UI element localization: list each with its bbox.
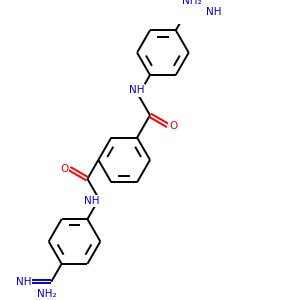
- Text: NH₂: NH₂: [182, 0, 202, 6]
- Text: NH₂: NH₂: [37, 289, 56, 299]
- Text: NH: NH: [84, 196, 99, 206]
- Text: NH: NH: [16, 277, 31, 287]
- Text: NH: NH: [129, 85, 144, 95]
- Text: O: O: [169, 121, 178, 130]
- Text: NH: NH: [206, 8, 222, 17]
- Text: O: O: [60, 164, 68, 174]
